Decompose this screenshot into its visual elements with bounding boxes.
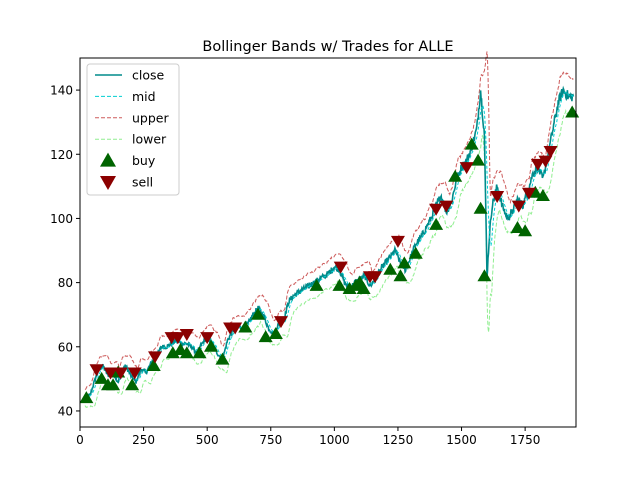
axes-frame	[79, 57, 577, 428]
buy-marker	[383, 262, 398, 275]
buy-marker	[258, 330, 273, 343]
legend-buy-label: buy	[132, 153, 156, 168]
buy-marker	[471, 153, 486, 166]
sell-marker	[390, 235, 405, 248]
buy-marker	[477, 269, 492, 282]
x-tick-label: 250	[132, 433, 155, 447]
buy-marker	[473, 201, 488, 214]
buy-marker	[510, 221, 525, 234]
lower-band-line	[84, 108, 574, 409]
sell-marker	[368, 271, 383, 284]
y-tick-label: 60	[58, 340, 73, 354]
sell-marker	[273, 316, 288, 329]
y-tick-label: 140	[50, 84, 73, 98]
legend-sell-label: sell	[132, 175, 153, 190]
legend-buy-swatch	[100, 152, 116, 167]
buy-marker	[192, 346, 207, 359]
buy-marker	[397, 256, 412, 269]
y-tick-label: 100	[50, 212, 73, 226]
sell-marker	[439, 200, 454, 213]
sell-marker	[521, 187, 536, 200]
x-tick-label: 1000	[319, 433, 350, 447]
legend: close mid upper lower buy sell	[86, 63, 180, 196]
x-tick-label: 1750	[510, 433, 541, 447]
sell-marker	[200, 332, 215, 345]
sell-marker	[127, 367, 142, 380]
buy-marker	[165, 346, 180, 359]
upper-band-line	[84, 51, 574, 390]
sell-marker	[333, 261, 348, 274]
sell-marker	[459, 162, 474, 175]
buy-marker	[215, 352, 230, 365]
sell-marker	[170, 332, 185, 345]
sell-marker	[538, 155, 553, 168]
y-tick-label: 40	[58, 404, 73, 418]
buy-marker	[106, 378, 121, 391]
buy-marker	[203, 339, 218, 352]
sell-marker	[228, 322, 243, 335]
sell-marker	[89, 364, 104, 377]
legend-mid-label: mid	[132, 89, 156, 104]
buy-marker	[408, 246, 423, 259]
sell-marker	[148, 351, 163, 364]
buy-marker	[146, 359, 161, 372]
buy-marker	[251, 307, 266, 320]
legend-close-label: close	[132, 68, 165, 83]
buy-marker	[342, 282, 357, 295]
buy-marker	[464, 137, 479, 150]
buy-marker	[448, 169, 463, 182]
buy-marker	[309, 278, 324, 291]
y-tick-label: 120	[50, 148, 73, 162]
buy-marker	[535, 188, 550, 201]
sell-marker	[511, 200, 526, 213]
buy-marker	[179, 346, 194, 359]
legend-sell-swatch	[100, 176, 116, 190]
close-line	[84, 85, 575, 401]
buy-marker	[238, 320, 253, 333]
x-tick-label: 0	[76, 433, 84, 447]
buy-marker	[393, 269, 408, 282]
x-tick-label: 750	[259, 433, 282, 447]
sell-marker	[543, 146, 558, 159]
sell-marker	[490, 190, 505, 203]
buy-marker	[332, 278, 347, 291]
sell-marker	[530, 158, 545, 171]
sell-marker	[113, 367, 128, 380]
sell-marker	[179, 328, 194, 341]
sell-marker	[429, 203, 444, 216]
buy-marker	[125, 378, 140, 391]
axes: 0 250 500 750 1000 1250 1500 1750 40 60 80 100 120 14…	[50, 57, 577, 447]
mid-band-line	[84, 91, 574, 399]
buy-marker	[268, 326, 283, 339]
chart-title: Bollinger Bands w/ Trades for ALLE	[202, 39, 453, 55]
y-tick-label: 80	[58, 276, 73, 290]
plot-area	[79, 51, 580, 409]
buy-marker	[356, 282, 371, 295]
sell-marker	[103, 367, 118, 380]
buy-marker	[94, 371, 109, 384]
x-tick-label: 1250	[383, 433, 414, 447]
buy-marker	[429, 217, 444, 230]
buy-marker	[518, 224, 533, 237]
legend-upper-label: upper	[132, 110, 169, 125]
buy-marker	[79, 391, 94, 404]
legend-lower-label: lower	[132, 132, 167, 147]
x-tick-label: 500	[196, 433, 219, 447]
x-tick-label: 1500	[446, 433, 477, 447]
